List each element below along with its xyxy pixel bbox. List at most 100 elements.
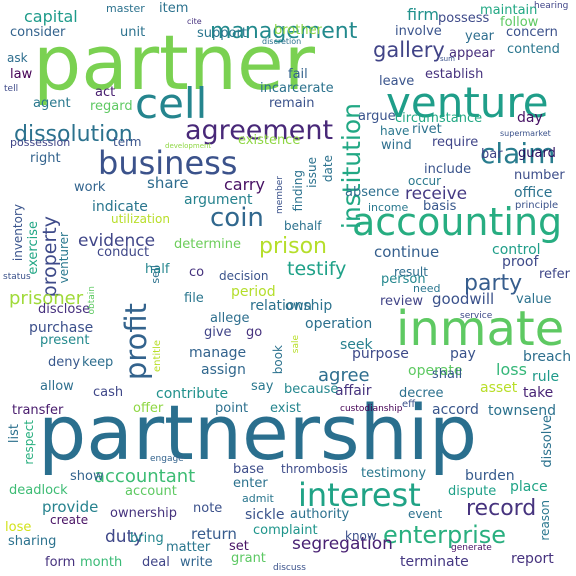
word-party: party [464, 271, 523, 296]
word-record: record [466, 496, 537, 521]
word-sharing: sharing [8, 534, 57, 549]
word-disclose: disclose [38, 302, 91, 317]
word-exercise: exercise [26, 221, 41, 275]
word-month: month [80, 555, 123, 570]
word-utilization: utilization [111, 212, 170, 226]
word-event: event [408, 507, 443, 521]
word-partner: partner [33, 18, 316, 107]
word-testimony: testimony [361, 466, 427, 481]
word-consider: consider [10, 25, 66, 40]
word-fail: fail [288, 67, 308, 82]
word-incarcerate: incarcerate [260, 81, 334, 96]
word-terminate: terminate [400, 554, 469, 570]
word-dispute: dispute [448, 484, 497, 499]
word-agent: agent [33, 96, 71, 111]
word-generate: generate [451, 543, 492, 553]
word-have: have [380, 124, 410, 138]
word-unit: unit [120, 25, 146, 40]
word-occur: occur [408, 174, 442, 188]
word-period: period [231, 284, 276, 300]
word-gallery: gallery [373, 38, 445, 62]
word-deny: deny [48, 355, 81, 370]
word-allege: allege [210, 311, 250, 326]
word-business: business [98, 144, 238, 182]
word-cite: cite [187, 17, 202, 26]
word-return: return [191, 525, 237, 543]
word-indicate: indicate [92, 199, 148, 215]
word-ownership: ownership [110, 506, 178, 521]
word-pay: pay [450, 346, 476, 362]
word-involve: involve [395, 24, 442, 39]
word-circumstance: circumstance [395, 111, 483, 126]
word-note: note [193, 501, 223, 516]
word-thrombosis: thrombosis [281, 462, 348, 476]
word-leave: leave [379, 74, 415, 89]
word-sale: sale [291, 335, 301, 354]
word-burden: burden [465, 468, 515, 484]
word-share: share [147, 174, 189, 192]
word-carry: carry [224, 175, 265, 194]
word-asset: asset [480, 380, 518, 396]
word-refer: refer [539, 267, 570, 282]
word-support: support [197, 26, 247, 41]
word-value: value [516, 292, 552, 307]
word-admit: admit [242, 492, 274, 505]
word-shall: shall [432, 367, 463, 382]
word-discuss: discuss [273, 563, 306, 573]
word-venture: venture [386, 78, 549, 127]
word-partnership: partnership [38, 388, 478, 477]
word-prisoner: prisoner [9, 288, 84, 309]
word-list: list [7, 424, 22, 444]
word-authority: authority [290, 507, 350, 522]
word-regard: regard [90, 99, 133, 114]
word-purchase: purchase [29, 320, 94, 336]
word-claim: claim [480, 137, 556, 170]
word-complaint: complaint [253, 523, 318, 538]
word-custodianship: custodianship [340, 404, 403, 414]
word-income: income [368, 201, 409, 214]
word-set: set [229, 539, 249, 554]
word-relationship: relationship [250, 298, 333, 314]
word-interest: interest [298, 476, 421, 514]
word-obtain: obtain [87, 286, 97, 315]
word-take: take [523, 385, 554, 401]
word-report: report [511, 551, 554, 567]
word-transfer: transfer [12, 403, 64, 418]
word-enterprise: enterprise [383, 521, 507, 549]
word-entitle: entitle [152, 340, 163, 373]
word-appear: appear [449, 46, 495, 61]
word-behalf: behalf [284, 219, 322, 233]
word-point: point [215, 401, 249, 416]
word-file: file [184, 291, 204, 306]
word-date: date [321, 155, 335, 183]
word-place: place [510, 479, 548, 495]
word-segregation: segregation [292, 534, 393, 554]
word-year: year [465, 29, 495, 44]
word-receive: receive [405, 184, 468, 204]
word-seek: seek [340, 337, 373, 353]
word-service: service [460, 311, 493, 321]
word-argument: argument [184, 192, 253, 208]
word-possession: possession [10, 136, 71, 149]
word-manage: manage [189, 345, 247, 361]
word-decision: decision [219, 269, 269, 283]
word-sum: sum [440, 55, 455, 63]
word-maintain: maintain [480, 3, 538, 18]
word-continue: continue [374, 243, 440, 261]
word-absence: absence [345, 185, 400, 200]
word-cash: cash [93, 385, 124, 400]
word-review: review [380, 294, 423, 309]
word-discretion: discretion [262, 37, 302, 46]
word-decree: decree [399, 386, 444, 401]
word-account: account [125, 484, 177, 499]
word-townsend: townsend [488, 403, 557, 419]
word-prison: prison [259, 234, 327, 259]
word-breach: breach [523, 349, 572, 365]
word-assign: assign [201, 362, 246, 378]
word-accounting: accounting [352, 200, 563, 244]
word-rivet: rivet [412, 122, 442, 137]
word-provide: provide [42, 498, 99, 516]
word-result: result [394, 265, 428, 279]
word-operation: operation [305, 316, 373, 332]
word-item: item [159, 1, 189, 16]
